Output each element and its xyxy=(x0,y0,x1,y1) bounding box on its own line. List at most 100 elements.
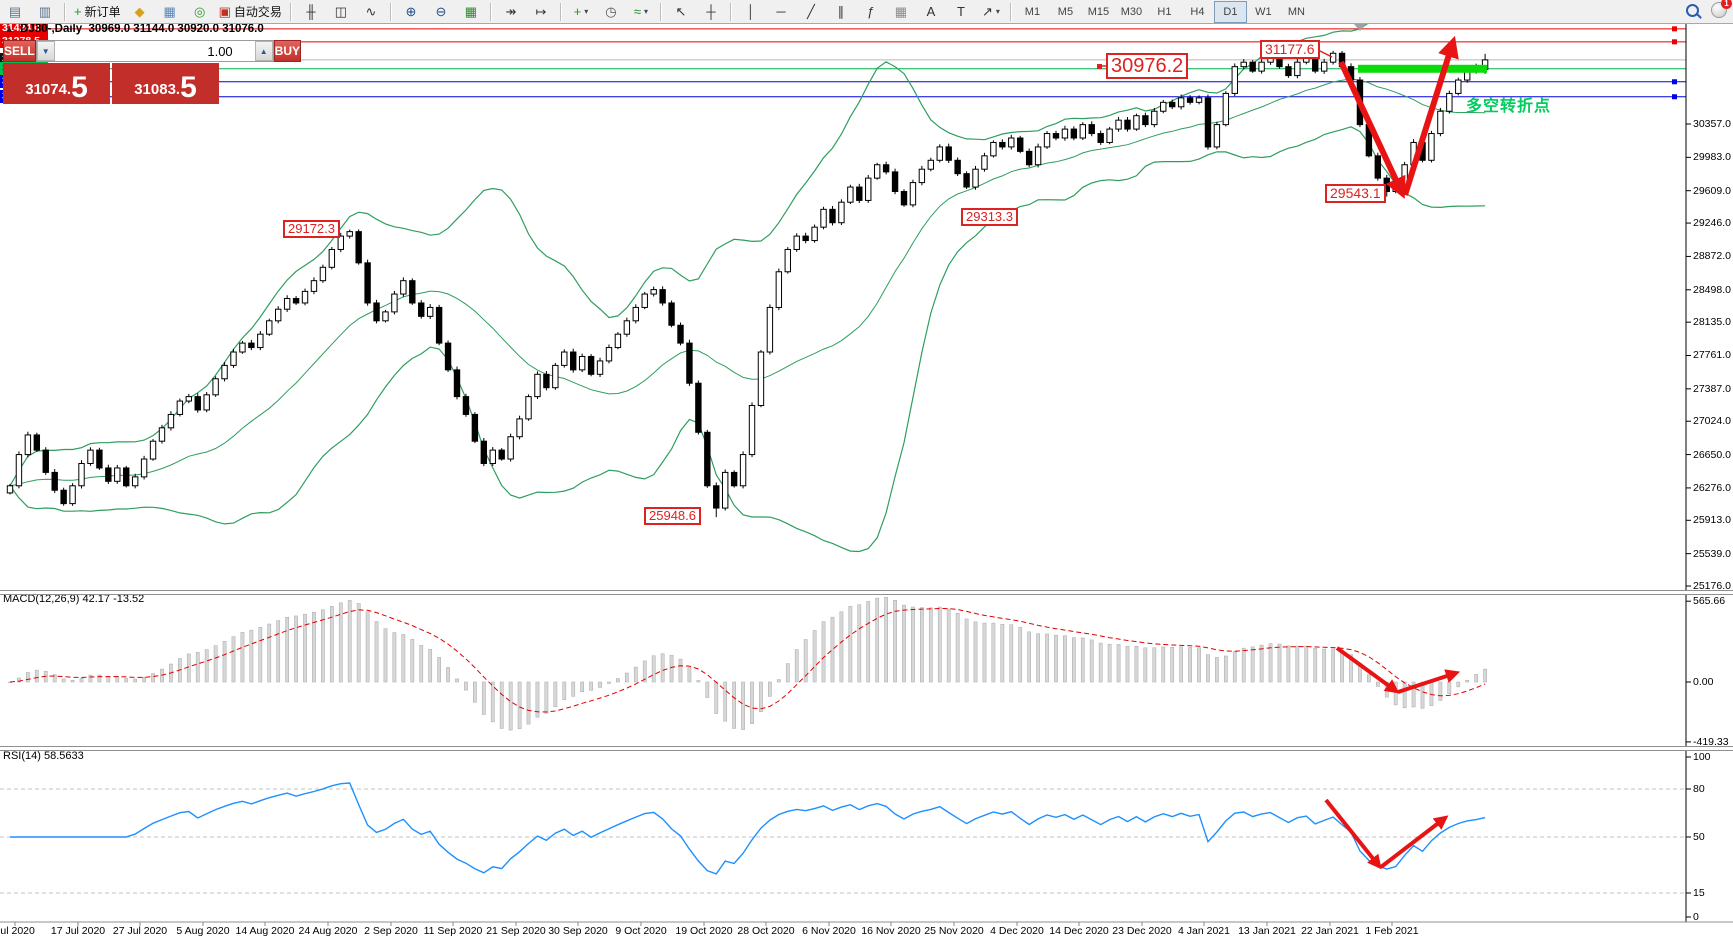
timeframe-h1-button[interactable]: H1 xyxy=(1157,5,1172,18)
price-axis-tick[interactable]: 25913.0 xyxy=(1693,514,1731,527)
buy-price-display[interactable]: 31083. 5 xyxy=(112,63,219,104)
new-chart-icon[interactable]: + ▾ xyxy=(566,1,596,23)
macd-axis-tick[interactable]: 565.66 xyxy=(1693,595,1726,608)
bar-chart-icon[interactable]: ╫ xyxy=(296,1,326,23)
rsi-axis-tick[interactable]: 100 xyxy=(1693,751,1711,763)
trendline-tool-icon[interactable]: ╱ xyxy=(796,1,826,23)
date-axis-label[interactable]: 24 Aug 2020 xyxy=(298,925,358,937)
price-annotation-box[interactable]: 29543.1 xyxy=(1325,184,1386,204)
date-axis-label[interactable]: 4 Jan 2021 xyxy=(1178,925,1230,937)
price-axis-tick[interactable]: 27387.0 xyxy=(1693,382,1731,395)
auto-scroll-icon[interactable]: ↠ xyxy=(496,1,526,23)
price-axis-tick[interactable]: 29983.0 xyxy=(1693,151,1731,164)
line-chart-icon[interactable]: ∿ xyxy=(356,1,386,23)
green-highlight-bar[interactable] xyxy=(1358,64,1487,73)
rsi-axis-tick[interactable]: 0 xyxy=(1693,911,1699,923)
profiles-icon[interactable]: ▦ xyxy=(155,1,185,23)
line-handle[interactable] xyxy=(1672,79,1677,85)
price-axis-tick[interactable]: 30357.0 xyxy=(1693,118,1731,130)
new-order-button[interactable]: + 新订单 xyxy=(70,1,125,23)
cursor-icon[interactable]: ↖ xyxy=(666,1,696,23)
pane-separator-rsi[interactable] xyxy=(0,746,1733,751)
timeframe-w1-button[interactable]: W1 xyxy=(1255,5,1272,18)
macd-axis-tick[interactable]: -419.33 xyxy=(1693,735,1729,748)
price-axis-tick[interactable]: 29609.0 xyxy=(1693,184,1731,197)
date-axis-label[interactable]: 5 Aug 2020 xyxy=(176,925,230,937)
timeframe-d1-button[interactable]: D1 xyxy=(1213,0,1247,23)
trend-arrow-main[interactable] xyxy=(1402,35,1459,196)
zoom-out-icon[interactable]: ⊖ xyxy=(426,1,456,23)
price-axis-tick[interactable]: 25539.0 xyxy=(1693,547,1731,560)
date-axis-label[interactable]: 28 Oct 2020 xyxy=(737,925,795,937)
timeframe-m30-button[interactable]: M30 xyxy=(1120,5,1143,18)
buy-button[interactable]: BUY xyxy=(273,40,302,62)
macd-axis-tick[interactable]: 0.00 xyxy=(1693,676,1714,688)
timeframe-h4-button[interactable]: H4 xyxy=(1190,5,1205,18)
main-price-pane[interactable] xyxy=(0,0,1686,553)
notifications-icon[interactable]: 1 xyxy=(1711,0,1732,18)
rsi-axis-tick[interactable]: 80 xyxy=(1693,783,1705,795)
price-axis-tick[interactable]: 27024.0 xyxy=(1693,415,1731,428)
line-handle[interactable] xyxy=(1672,26,1677,32)
rsi-pane[interactable] xyxy=(0,782,1686,894)
chart-shift-icon[interactable]: ↦ xyxy=(526,1,556,23)
date-axis-label[interactable]: 17 Jul 2020 xyxy=(50,925,106,937)
chart-window-icon[interactable]: ▤ xyxy=(0,1,30,23)
volume-input[interactable] xyxy=(54,41,255,61)
volume-decrease-button[interactable]: ▼ xyxy=(36,41,55,61)
date-axis-label[interactable]: 1 Feb 2021 xyxy=(1365,925,1419,937)
vline-tool-icon[interactable]: │ xyxy=(736,1,766,23)
candle-chart-icon[interactable]: ◫ xyxy=(326,1,356,23)
date-axis-label[interactable]: 23 Dec 2020 xyxy=(1112,925,1172,937)
sell-button[interactable]: SELL xyxy=(3,40,36,62)
price-line-badge[interactable]: 31424.0 xyxy=(0,22,48,36)
price-axis-tick[interactable]: 25176.0 xyxy=(1693,580,1731,592)
line-handle[interactable] xyxy=(1672,39,1677,45)
price-axis-tick[interactable]: 29246.0 xyxy=(1693,217,1731,230)
clock-icon[interactable]: ◷ xyxy=(596,1,626,23)
date-axis-label[interactable]: Jul 2020 xyxy=(0,925,35,937)
autotrade-button[interactable]: ▣ 自动交易 xyxy=(215,1,286,23)
date-axis-label[interactable]: 25 Nov 2020 xyxy=(924,925,984,937)
styles-icon[interactable]: ◆ xyxy=(125,1,155,23)
rsi-axis-tick[interactable]: 15 xyxy=(1693,887,1705,899)
price-annotation-box[interactable]: 30976.2 xyxy=(1106,53,1189,79)
price-annotation-box[interactable]: 29172.3 xyxy=(283,220,340,239)
date-axis-label[interactable]: 21 Sep 2020 xyxy=(486,925,546,937)
date-axis-label[interactable]: 14 Dec 2020 xyxy=(1049,925,1109,937)
channel-tool-icon[interactable]: ∥ xyxy=(826,1,856,23)
zoom-in-icon[interactable]: ⊕ xyxy=(396,1,426,23)
timeframe-m5-button[interactable]: M5 xyxy=(1057,5,1074,18)
indicators-icon[interactable]: ≈ ▾ xyxy=(626,1,656,23)
date-axis-label[interactable]: 9 Oct 2020 xyxy=(615,925,667,937)
shapes-tool-icon[interactable]: ↗ ▾ xyxy=(976,1,1006,23)
macd-pane[interactable] xyxy=(8,597,1487,731)
price-axis-tick[interactable]: 26276.0 xyxy=(1693,481,1731,494)
sell-price-display[interactable]: 31074. 5 xyxy=(3,63,110,104)
date-axis-label[interactable]: 11 Sep 2020 xyxy=(423,925,483,937)
price-axis-tick[interactable]: 26650.0 xyxy=(1693,448,1731,461)
search-icon[interactable] xyxy=(1686,3,1699,17)
tile-windows-icon[interactable]: ▦ xyxy=(456,1,486,23)
date-axis-label[interactable]: 22 Jan 2021 xyxy=(1301,925,1359,937)
pane-separator-macd[interactable] xyxy=(0,590,1733,595)
date-axis-label[interactable]: 30 Sep 2020 xyxy=(548,925,608,937)
chart-shift-marker[interactable] xyxy=(1354,24,1366,31)
price-axis-tick[interactable]: 28135.0 xyxy=(1693,316,1731,329)
price-axis-tick[interactable]: 27761.0 xyxy=(1693,349,1731,362)
text-tool-icon[interactable]: A xyxy=(916,1,946,23)
market-watch-icon[interactable]: ▥ xyxy=(30,1,60,23)
timeframe-mn-button[interactable]: MN xyxy=(1287,5,1305,18)
fibonacci-tool-icon[interactable]: ƒ xyxy=(856,1,886,23)
timeframe-m1-button[interactable]: M1 xyxy=(1024,5,1041,18)
grid-tool-icon[interactable]: ▦ xyxy=(886,1,916,23)
rsi-axis-tick[interactable]: 50 xyxy=(1693,831,1705,843)
date-axis-label[interactable]: 27 Jul 2020 xyxy=(112,925,168,937)
trend-arrow-macd[interactable] xyxy=(1397,669,1461,694)
date-axis-label[interactable]: 14 Aug 2020 xyxy=(235,925,295,937)
trend-arrow-rsi[interactable] xyxy=(1379,815,1449,869)
trend-arrow-rsi[interactable] xyxy=(1324,798,1382,870)
hline-tool-icon[interactable]: ─ xyxy=(766,1,796,23)
date-axis-label[interactable]: 4 Dec 2020 xyxy=(990,925,1044,937)
